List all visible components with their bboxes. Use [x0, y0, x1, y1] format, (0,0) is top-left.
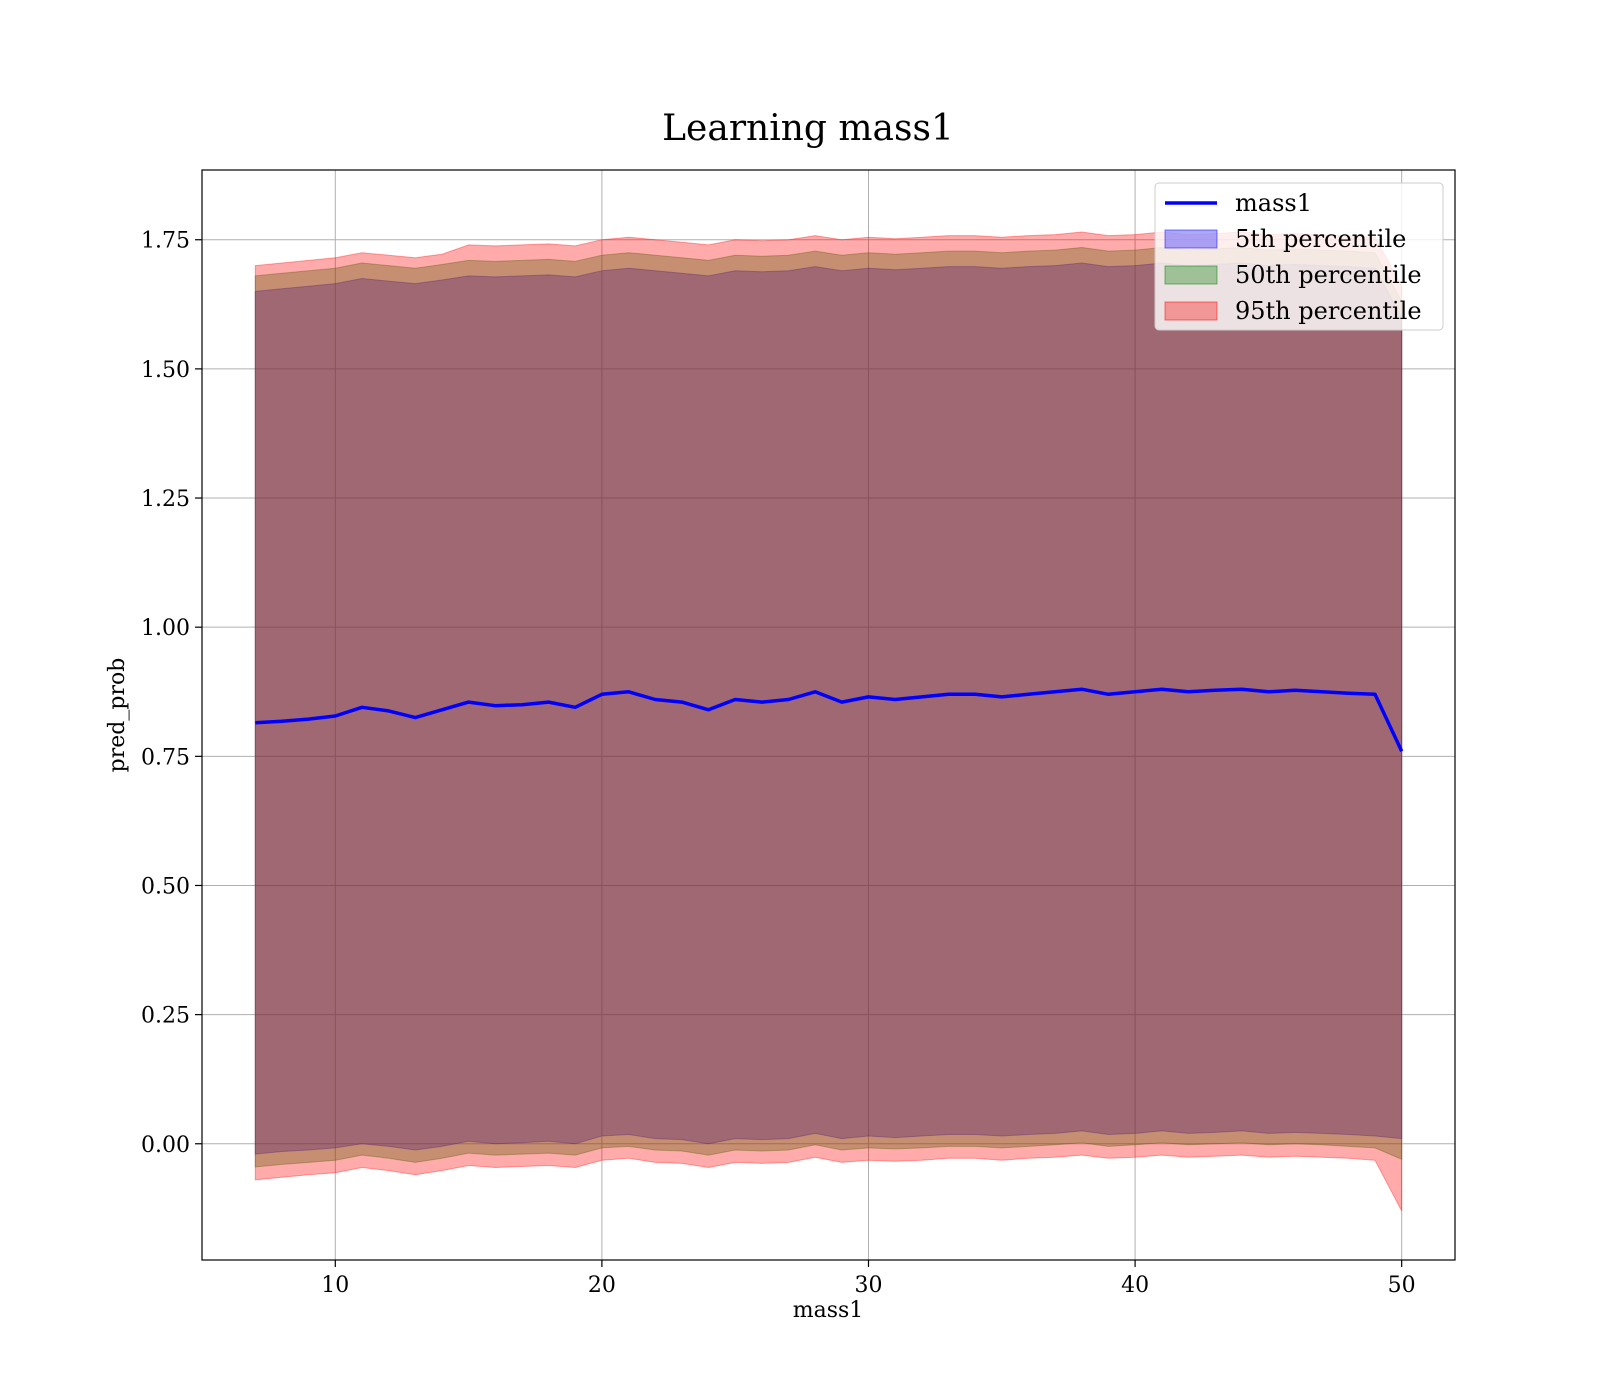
y-tick-label: 1.75 [141, 229, 190, 254]
legend-swatch-patch [1164, 229, 1218, 249]
x-axis-ticks: 10 20 30 40 50 [321, 1260, 1416, 1298]
x-tick-label: 20 [588, 1273, 616, 1298]
line-mass1 [255, 687, 1404, 752]
y-tick-label: 1.50 [141, 358, 190, 383]
band-5th-percentile [254, 262, 1403, 1155]
legend-entry-label: 5th percentile [1235, 225, 1406, 253]
chart-title: Learning mass1 [662, 108, 954, 149]
legend: mass1 5th percentile 50th percentile 95th p… [1154, 182, 1444, 331]
x-axis-label: mass1 [793, 1298, 864, 1323]
band-95th-percentile [254, 231, 1403, 1212]
y-axis-label: pred_prob [105, 658, 130, 773]
x-tick-label: 40 [1121, 1273, 1149, 1298]
x-tick-label: 50 [1388, 1273, 1416, 1298]
y-tick-label: 0.25 [141, 1004, 190, 1029]
x-tick-label: 10 [321, 1273, 349, 1298]
plot-frame [201, 169, 1456, 1261]
legend-entry-label: 50th percentile [1235, 261, 1422, 289]
y-tick-label: 0.00 [141, 1133, 190, 1158]
legend-entry-label: 95th percentile [1235, 297, 1422, 325]
grid [202, 170, 1455, 1260]
percentile-bands [254, 231, 1403, 1212]
band-50th-percentile [254, 246, 1403, 1168]
y-tick-label: 1.25 [141, 487, 190, 512]
y-tick-label: 0.50 [141, 874, 190, 899]
legend-swatch-patch [1164, 265, 1218, 285]
y-axis-ticks: 0.00 0.25 0.50 0.75 1.00 1.25 1.50 1.75 [141, 229, 202, 1158]
legend-box [1154, 182, 1444, 331]
series-lines [255, 687, 1404, 752]
y-tick-label: 0.75 [141, 745, 190, 770]
y-tick-label: 1.00 [141, 616, 190, 641]
legend-entry-label: mass1 [1235, 189, 1312, 217]
x-tick-label: 30 [854, 1273, 882, 1298]
legend-swatch-patch [1164, 301, 1218, 321]
